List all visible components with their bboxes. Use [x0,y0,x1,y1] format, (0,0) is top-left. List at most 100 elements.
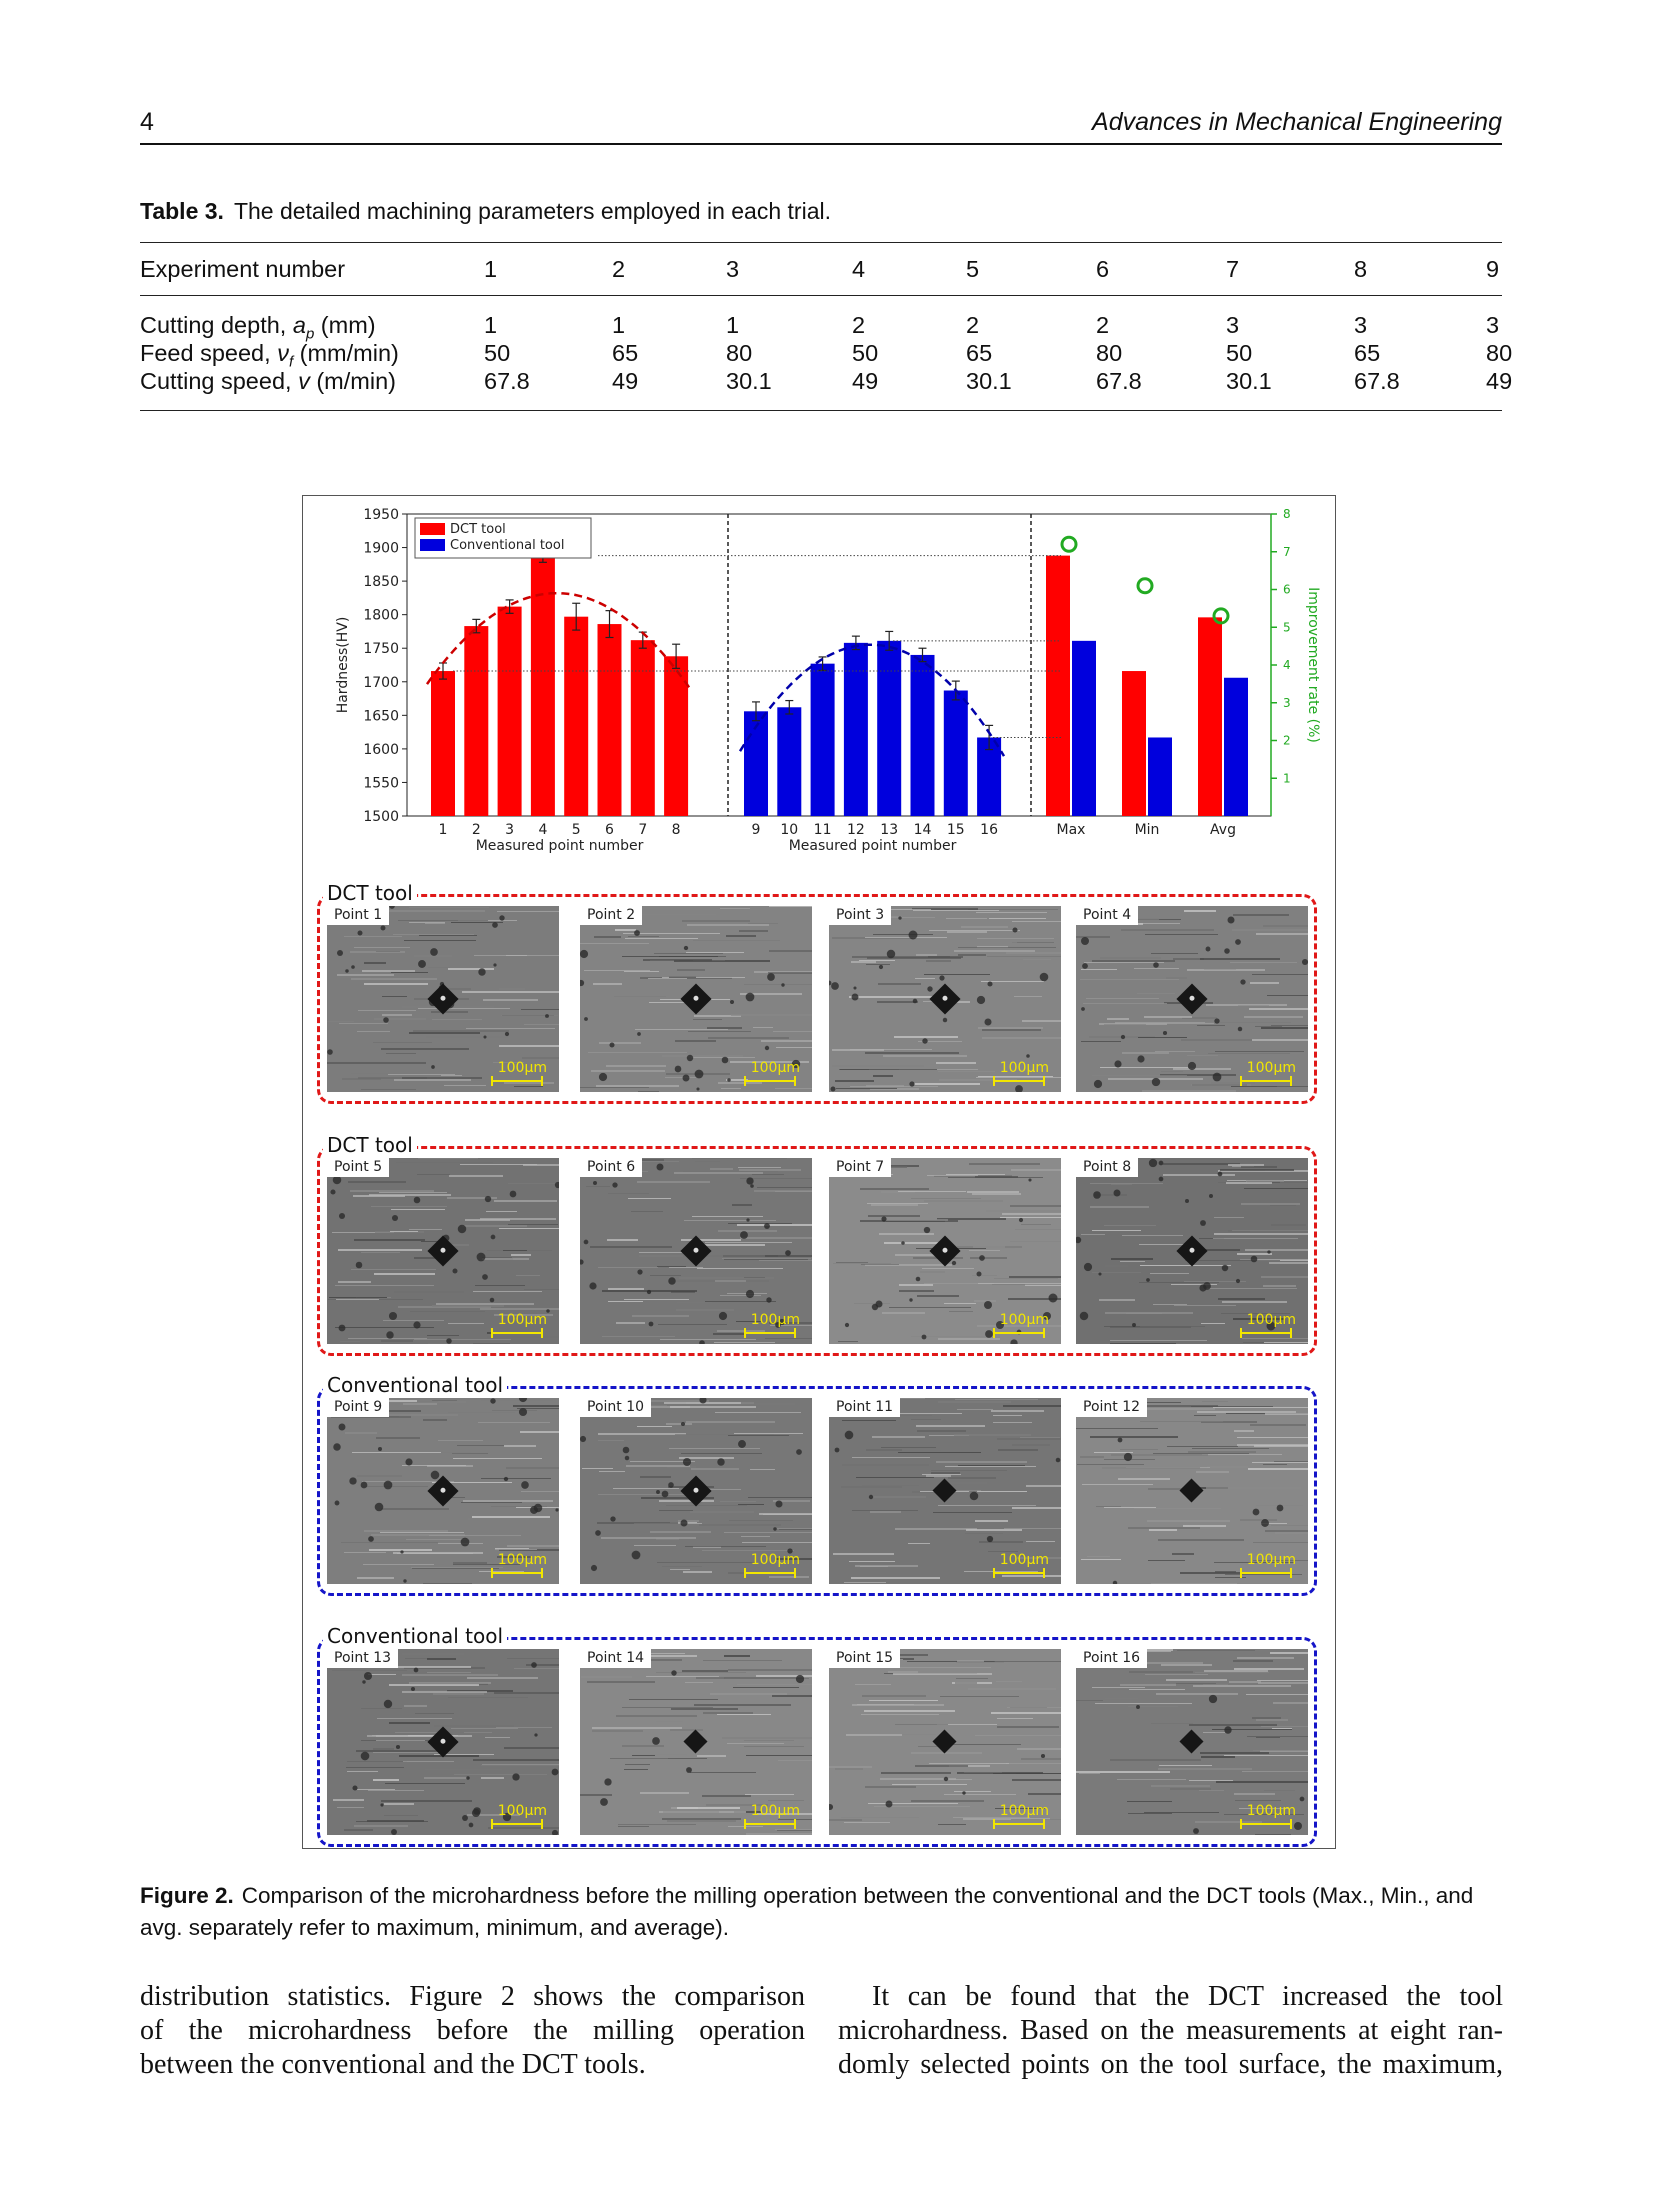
micrograph-image: Point 14 100µm [580,1649,812,1835]
x-tick-label: 4 [538,822,547,838]
x-tick-label: 10 [780,822,798,838]
bar [530,555,555,816]
table-bottom-rule [140,410,1502,411]
scale-bar-label: 100µm [999,1312,1049,1328]
scale-bar [491,1328,543,1338]
micrograph-point-label: Point 9 [327,1398,390,1417]
micrograph-texture [1076,906,1308,1092]
table-cell: 49 [612,368,639,394]
scale-bar [1240,1076,1292,1086]
bar [564,616,589,816]
x-axis-label: Measured point number [476,838,644,854]
table-header-label: Experiment number [140,256,346,282]
figure-2: 1500 1550 1600 1650 1700 1750 1800 1850 1900 1950… [302,495,1336,1849]
micrograph-point-label: Point 4 [1076,906,1139,925]
y-tick-label: 1550 [363,775,399,791]
indent-center [941,1246,949,1254]
summary-bar [1198,617,1222,816]
micrograph-image: Point 12 100µm [1076,1398,1308,1584]
y2-axis-label: Improvement rate (%) [1305,587,1321,743]
table-column-header: 7 [1226,256,1240,282]
table-cell: 65 [612,340,639,366]
micrograph-point-label: Point 7 [829,1158,892,1177]
micrograph-group-label: Conventional tool [323,1625,508,1647]
table-caption: Table 3. The detailed machining parameter… [140,198,831,225]
micrograph-image: Point 16 100µm [1076,1649,1308,1835]
body-line: of the microhardness before the milling … [140,2015,805,2046]
bar [810,663,835,816]
table-cell: 1 [484,312,498,338]
table-cell: 30.1 [1226,368,1272,394]
table-cell: 50 [1226,340,1253,366]
scale-bar-label: 100µm [497,1060,547,1076]
indent-center [692,1486,700,1494]
table-cell: 49 [852,368,879,394]
table-cell: 2 [1096,312,1110,338]
micrograph-point-label: Point 1 [327,906,390,925]
table-cell: 65 [966,340,993,366]
table-caption-text: The detailed machining parameters employ… [233,198,831,224]
y2-tick-label: 3 [1283,696,1291,710]
y2-tick-label: 7 [1283,545,1291,559]
scale-bar-label: 100µm [1246,1803,1296,1819]
scale-bar-label: 100µm [1246,1312,1296,1328]
scale-bar-label: 100µm [1246,1060,1296,1076]
journal-title: Advances in Mechanical Engineering [1092,108,1502,136]
x-tick-label: 15 [947,822,965,838]
micrograph-image: Point 4 100µm [1076,906,1308,1092]
y-tick-label: 1800 [363,608,399,624]
bar [843,642,868,816]
indent-center [692,1246,700,1254]
x-axis-label: Measured point number [789,838,957,854]
micrograph-point-label: Point 15 [829,1649,901,1668]
micrograph-point-label: Point 3 [829,906,892,925]
micrograph-group-border [317,1386,1317,1596]
bar [943,690,968,816]
table-column-header: 5 [966,256,980,282]
x-tick-label: Max [1057,822,1086,838]
y-tick-label: 1500 [363,809,399,825]
y-tick-label: 1750 [363,641,399,657]
indent-center [941,994,949,1002]
micrograph-group-border [317,1637,1317,1847]
micrograph-image: Point 1 100µm [327,906,559,1092]
x-tick-label: 3 [505,822,514,838]
micrograph-image: Point 2 100µm [580,906,812,1092]
table-cell: 3 [1354,312,1368,338]
indent-center [439,1737,447,1745]
scale-bar [993,1328,1045,1338]
legend-swatch [420,523,445,535]
scale-bar [993,1819,1045,1829]
bar [664,656,689,816]
table-top-rule [140,242,1502,243]
x-tick-label: 9 [752,822,761,838]
micrograph-point-label: Point 12 [1076,1398,1148,1417]
bar [431,671,455,816]
table-row-label-speed: Cutting speed, v (m/min) [140,368,396,394]
micrograph-image: Point 10 100µm [580,1398,812,1584]
micrograph-point-label: Point 5 [327,1158,390,1177]
body-column-left: distribution statistics. Figure 2 shows … [140,1980,805,2082]
summary-bar [1046,555,1070,816]
x-tick-label: Min [1135,822,1160,838]
indent-center [439,1486,447,1494]
scale-bar-label: 100µm [999,1803,1049,1819]
indent-center [439,1246,447,1254]
scale-bar [1240,1568,1292,1578]
scale-bar-label: 100µm [1246,1552,1296,1568]
indent-center [692,994,700,1002]
scale-bar-label: 100µm [497,1312,547,1328]
body-line: between the conventional and the DCT too… [140,2049,646,2080]
improvement-marker [1212,607,1230,625]
scale-bar [993,1568,1045,1578]
y2-tick-label: 6 [1283,583,1291,597]
x-tick-label: 8 [672,822,681,838]
table-row-label-depth: Cutting depth, ap (mm) [140,312,376,343]
scale-bar-label: 100µm [750,1552,800,1568]
micrograph-image: Point 11 100µm [829,1398,1061,1584]
micrograph-image: Point 5 100µm [327,1158,559,1344]
bar [910,654,935,816]
micrograph-point-label: Point 6 [580,1158,643,1177]
table-column-header: 1 [484,256,498,282]
micrograph-image: Point 15 100µm [829,1649,1061,1835]
